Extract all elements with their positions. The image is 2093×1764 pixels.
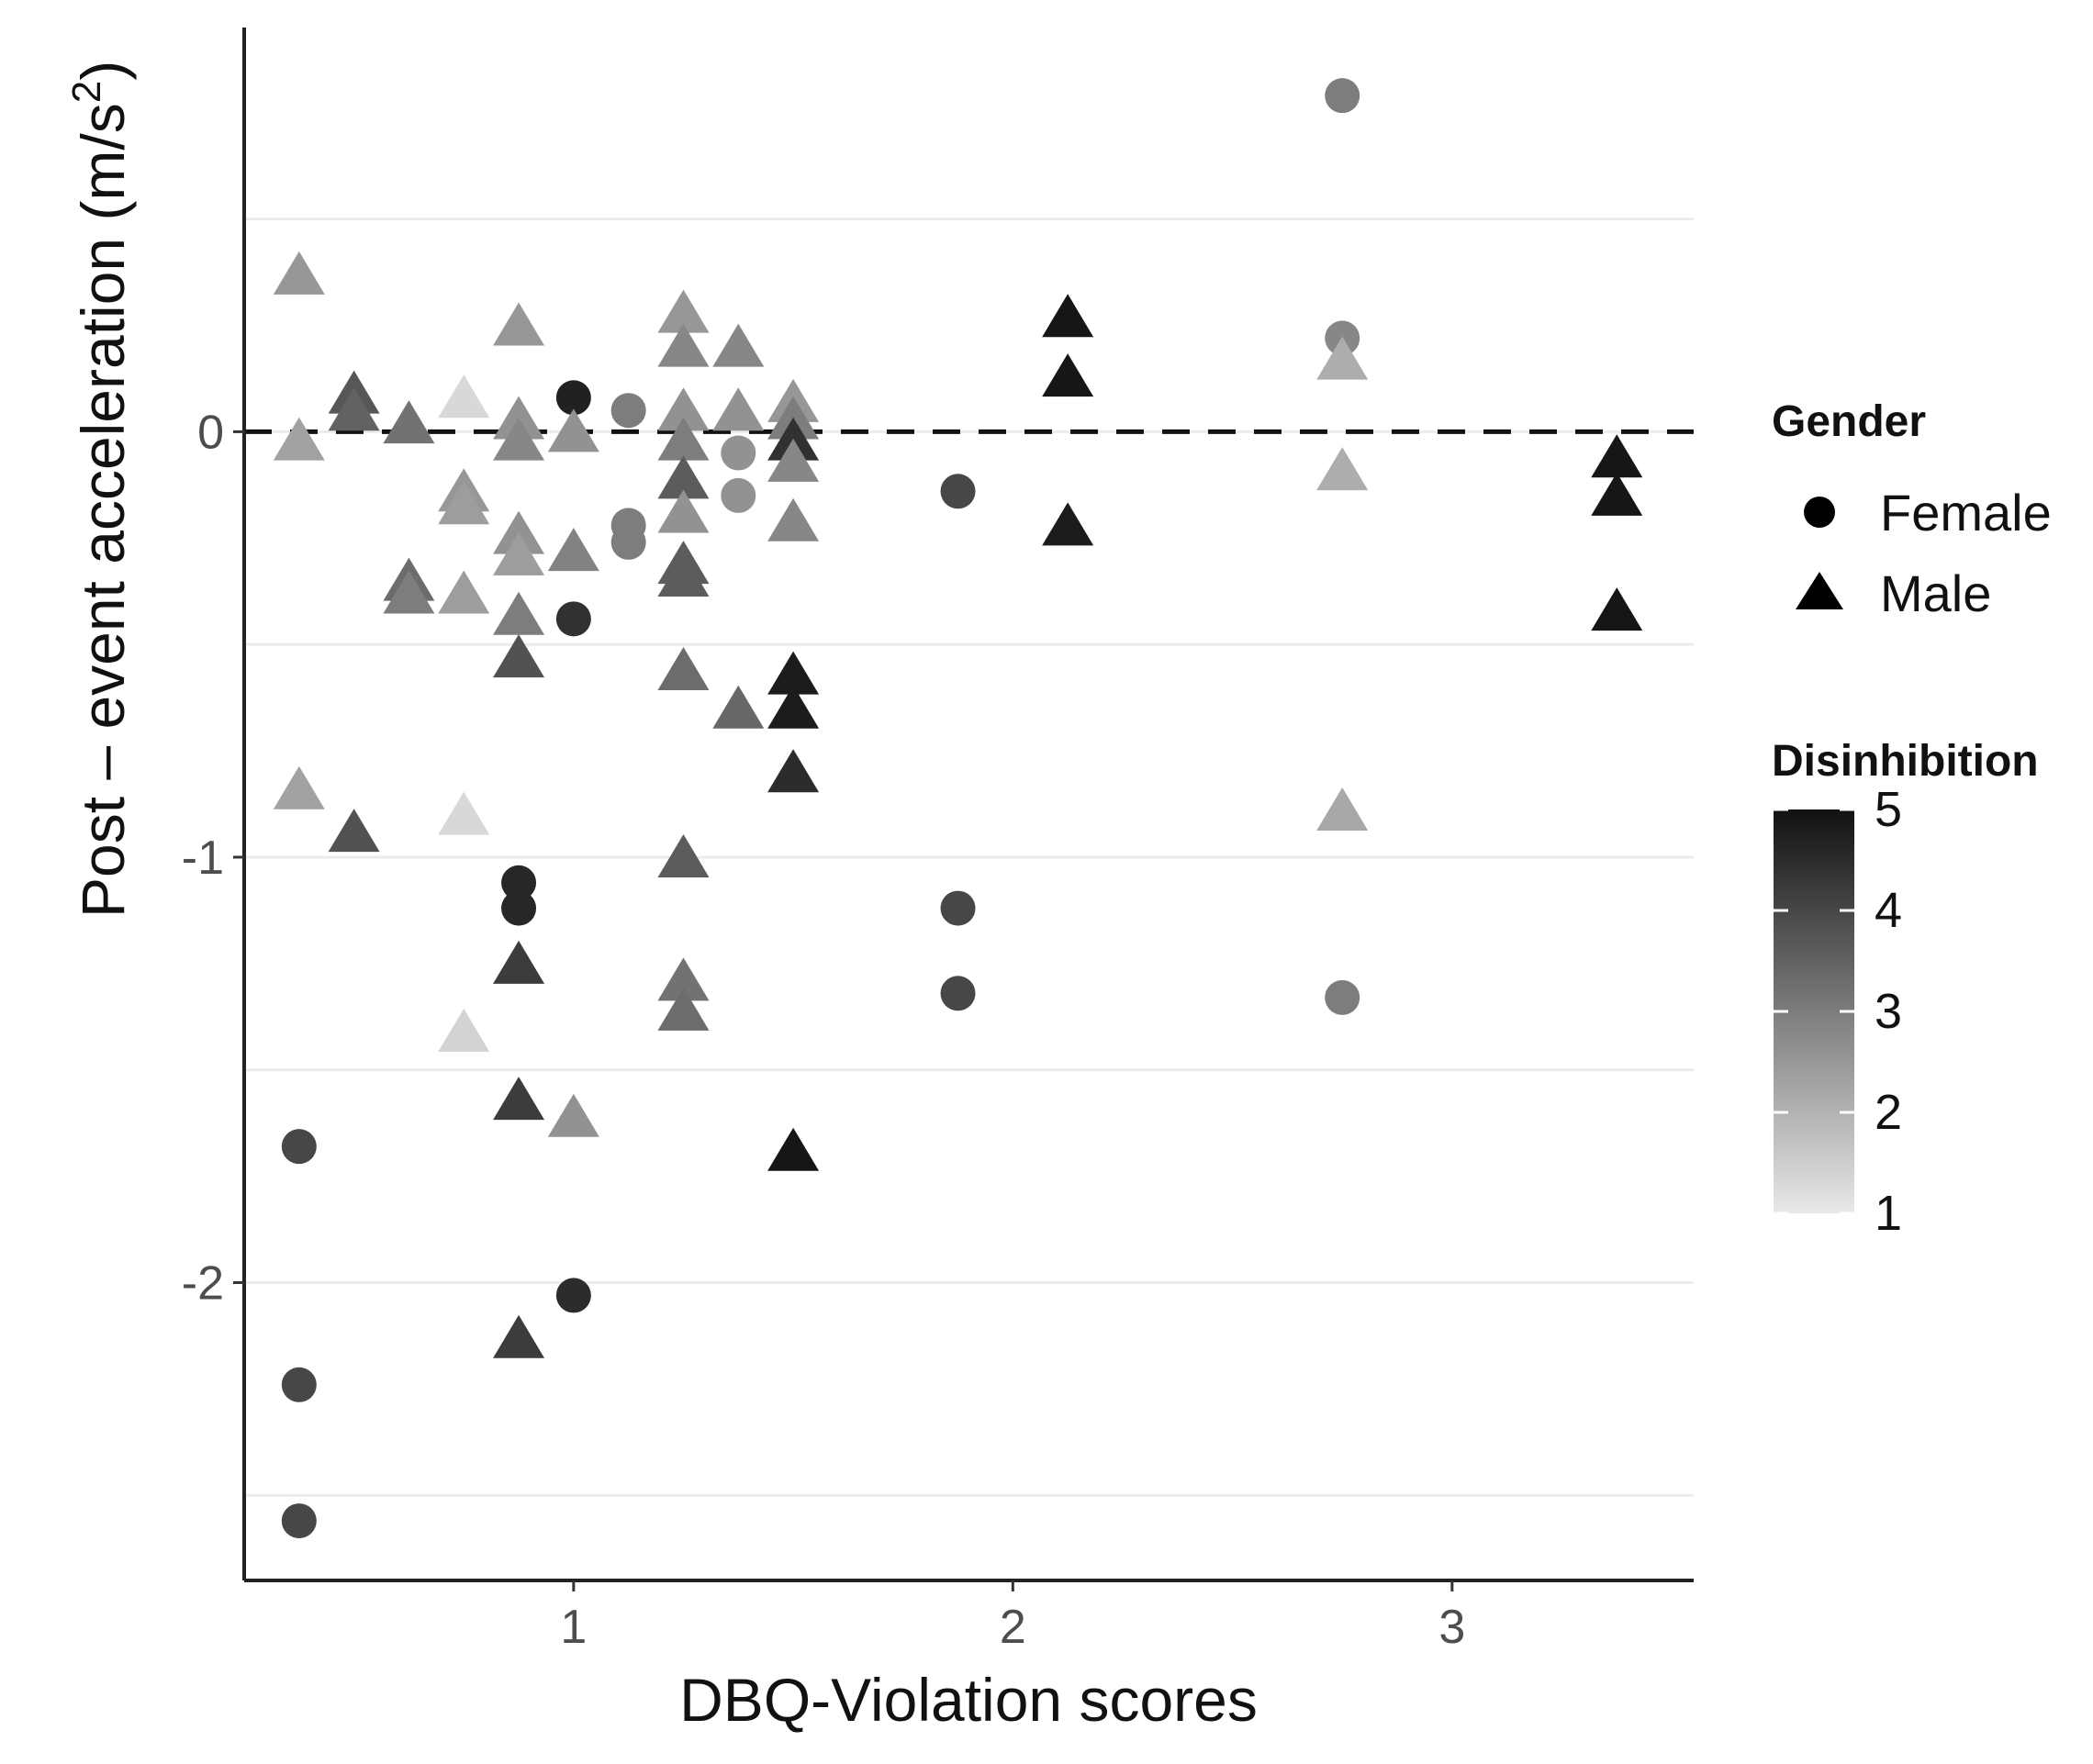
male-point: [657, 957, 710, 1001]
female-point: [1325, 979, 1360, 1015]
male-point: [767, 438, 820, 482]
female-point: [721, 477, 756, 513]
x-tick-label: 3: [1438, 1601, 1465, 1654]
male-point: [438, 1009, 490, 1053]
y-tick-label: 0: [197, 406, 224, 459]
male-point: [493, 634, 545, 678]
female-point: [940, 976, 976, 1011]
legend-female-circle-icon: [1804, 497, 1835, 528]
male-point: [493, 1077, 545, 1121]
male-point: [493, 1314, 545, 1358]
legend-female-label: Female: [1880, 484, 2052, 541]
male-point: [273, 251, 325, 295]
male-point: [328, 809, 380, 853]
male-point: [712, 685, 765, 729]
female-point: [940, 890, 976, 926]
male-point: [273, 765, 325, 809]
color-bar-tick-label: 1: [1875, 1186, 1902, 1241]
male-point: [547, 528, 599, 572]
male-point: [712, 323, 765, 367]
male-point: [767, 749, 820, 793]
y-axis-title-close: ): [69, 61, 137, 81]
color-bar-tick-label: 4: [1875, 883, 1902, 938]
female-point: [555, 1278, 591, 1313]
male-point: [438, 374, 490, 419]
x-axis-title: DBQ-Violation scores: [679, 1666, 1258, 1734]
female-point: [501, 865, 537, 900]
male-point: [657, 646, 710, 690]
male-point: [1316, 336, 1369, 380]
female-point: [610, 393, 646, 429]
data-points: [273, 78, 1643, 1539]
male-point: [1316, 447, 1369, 491]
female-point: [721, 435, 756, 471]
male-point: [657, 289, 710, 333]
male-point: [383, 570, 435, 614]
male-point: [493, 417, 545, 461]
male-point: [657, 387, 710, 431]
legend-male-triangle-icon: [1796, 572, 1843, 609]
y-axis-title-main: Post – event acceleration (m/s: [69, 103, 137, 918]
male-point: [657, 987, 710, 1031]
male-point: [438, 481, 490, 525]
male-point: [1591, 472, 1643, 516]
male-point: [328, 387, 380, 431]
axis-ticks: 1 2 3 0 -1 -2: [182, 406, 1466, 1654]
male-point: [1591, 587, 1643, 631]
male-point: [657, 323, 710, 367]
legend-gender-title: Gender: [1772, 397, 1926, 446]
male-point: [493, 591, 545, 635]
male-point: [1591, 434, 1643, 478]
male-point: [767, 1127, 820, 1171]
male-point: [767, 651, 820, 695]
male-point: [767, 685, 820, 729]
male-point: [493, 940, 545, 984]
color-bar-tick-label: 2: [1875, 1085, 1902, 1140]
female-point: [610, 524, 646, 560]
gridlines: [244, 218, 1694, 1497]
male-point: [547, 1093, 599, 1137]
y-tick-label: -1: [182, 832, 224, 885]
male-point: [438, 791, 490, 835]
male-point: [657, 489, 710, 533]
male-point: [493, 531, 545, 575]
female-point: [281, 1367, 317, 1402]
color-bar-tick-label: 5: [1875, 782, 1902, 837]
female-point: [555, 380, 591, 416]
y-axis-title: Post – event acceleration (m/s2): [64, 61, 137, 918]
male-point: [657, 553, 710, 597]
color-bar-tick-label: 3: [1875, 984, 1902, 1039]
x-tick-label: 2: [1000, 1601, 1026, 1654]
male-point: [657, 455, 710, 499]
female-point: [281, 1503, 317, 1539]
color-bar-ticks: 1 2 3 4 5: [1774, 782, 1902, 1241]
male-point: [493, 302, 545, 346]
male-point: [1042, 353, 1094, 397]
female-point: [555, 601, 591, 637]
legend: Gender Female Male Disinhibition 1 2 3 4 5: [1772, 397, 2052, 1241]
male-point: [383, 400, 435, 444]
female-point: [940, 474, 976, 509]
male-point: [547, 408, 599, 452]
male-point: [1042, 502, 1094, 546]
male-point: [712, 387, 765, 431]
male-point: [657, 417, 710, 461]
male-point: [1042, 294, 1094, 338]
legend-disinhibition-title: Disinhibition: [1772, 737, 2039, 786]
female-point: [1325, 78, 1360, 114]
y-axis-title-superscript: 2: [64, 81, 109, 103]
male-point: [438, 570, 490, 614]
y-tick-label: -2: [182, 1257, 224, 1311]
male-point: [273, 417, 325, 461]
female-point: [281, 1129, 317, 1165]
male-point: [767, 497, 820, 541]
legend-male-label: Male: [1880, 564, 1991, 622]
male-point: [657, 833, 710, 877]
male-point: [1316, 787, 1369, 831]
female-point: [501, 890, 537, 926]
x-tick-label: 1: [560, 1601, 587, 1654]
